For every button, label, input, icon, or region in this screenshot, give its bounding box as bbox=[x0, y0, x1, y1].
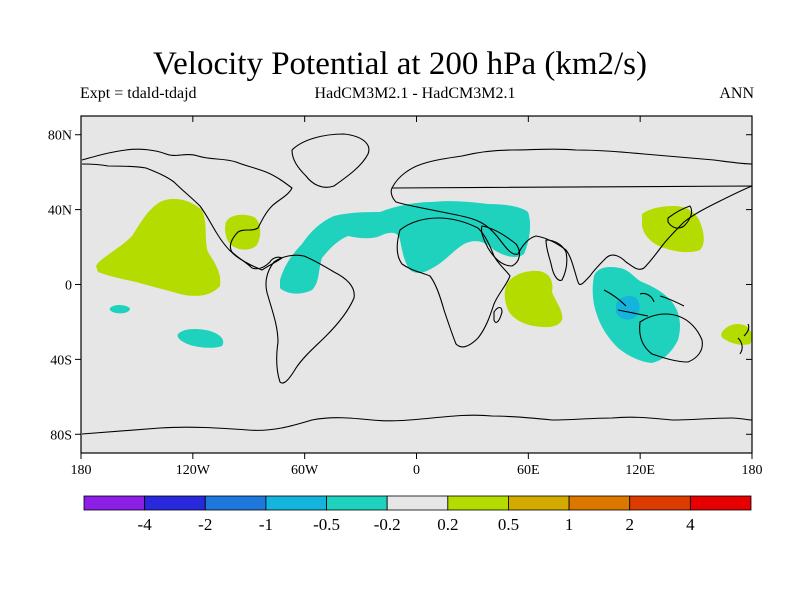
colorbar-swatch bbox=[629, 495, 691, 511]
lat-tick-label: 80N bbox=[48, 129, 72, 144]
region-japan-positive bbox=[642, 206, 704, 253]
colorbar-label: 1 bbox=[565, 515, 574, 534]
colorbar-swatch bbox=[508, 495, 570, 511]
region-gulf-positive bbox=[225, 214, 261, 250]
experiment-label: Expt = tdald-tdajd bbox=[80, 85, 197, 102]
coastline-arabia bbox=[480, 225, 521, 267]
colorbar-swatch bbox=[83, 495, 146, 511]
region-tropical-negative bbox=[280, 201, 531, 294]
lat-tick-label: 0 bbox=[65, 279, 72, 294]
coastline-greenland bbox=[291, 133, 370, 188]
colorbar-swatch bbox=[689, 495, 752, 511]
region-south-pacific-negative bbox=[177, 329, 224, 348]
colorbar-swatch bbox=[204, 495, 267, 511]
coastline-eurasia bbox=[390, 148, 753, 285]
region-tasman-positive bbox=[721, 324, 753, 345]
coastline-north-america bbox=[81, 148, 293, 271]
colorbar-label: 2 bbox=[625, 515, 634, 534]
coastline-africa bbox=[396, 217, 511, 348]
coastline-australia bbox=[639, 313, 703, 363]
colorbar-label: -4 bbox=[138, 515, 153, 534]
colorbar: -4 -2 -1 -0.5 -0.2 0.2 0.5 1 2 4 bbox=[83, 495, 752, 534]
axis-ticks bbox=[75, 116, 753, 459]
coastline-antarctica bbox=[81, 414, 753, 435]
shaded-regions bbox=[96, 198, 753, 363]
colorbar-swatch bbox=[447, 495, 509, 511]
coastlines bbox=[81, 133, 753, 435]
colorbar-swatch bbox=[265, 495, 327, 511]
colorbar-label: -0.2 bbox=[374, 515, 401, 534]
coastline-madagascar bbox=[493, 306, 503, 323]
colorbar-swatch bbox=[326, 495, 388, 511]
lon-tick-label: 60E bbox=[517, 463, 540, 478]
lon-tick-label: 120W bbox=[176, 463, 211, 478]
region-indian-positive bbox=[504, 270, 563, 328]
colorbar-swatch bbox=[568, 495, 631, 511]
coastline-new-zealand bbox=[737, 323, 750, 355]
axis-tick-labels: 80N 40N 0 40S 80S 180 120W 60W 0 60E 120E 180 bbox=[48, 129, 763, 478]
map-title: Velocity Potential at 200 hPa (km2/s) bbox=[152, 46, 648, 82]
coastline-south-america bbox=[265, 254, 355, 384]
colorbar-swatch bbox=[144, 495, 206, 511]
lon-tick-label: 0 bbox=[413, 463, 420, 478]
colorbar-label: -2 bbox=[198, 515, 212, 534]
lon-tick-label: 120E bbox=[625, 463, 655, 478]
colorbar-label: 0.2 bbox=[437, 515, 458, 534]
season-label: ANN bbox=[719, 85, 754, 102]
colorbar-swatch bbox=[386, 495, 449, 511]
region-central-pacific-negative bbox=[109, 305, 130, 314]
colorbar-label: -0.5 bbox=[313, 515, 340, 534]
lat-tick-label: 40S bbox=[50, 353, 72, 368]
colorbar-label: -1 bbox=[259, 515, 273, 534]
colorbar-label: 0.5 bbox=[498, 515, 519, 534]
model-label: HadCM3M2.1 - HadCM3M2.1 bbox=[314, 85, 516, 102]
coastline-japan bbox=[667, 205, 693, 229]
coastline-india bbox=[545, 239, 568, 281]
lon-tick-label: 60W bbox=[291, 463, 319, 478]
coastline-indonesia bbox=[603, 289, 685, 317]
lon-tick-label: 180 bbox=[71, 463, 92, 478]
lat-tick-label: 40N bbox=[48, 204, 72, 219]
region-north-pacific-positive bbox=[96, 198, 221, 296]
lon-tick-label: 180 bbox=[742, 463, 763, 478]
colorbar-label: 4 bbox=[686, 515, 695, 534]
lat-tick-label: 80S bbox=[50, 428, 72, 443]
